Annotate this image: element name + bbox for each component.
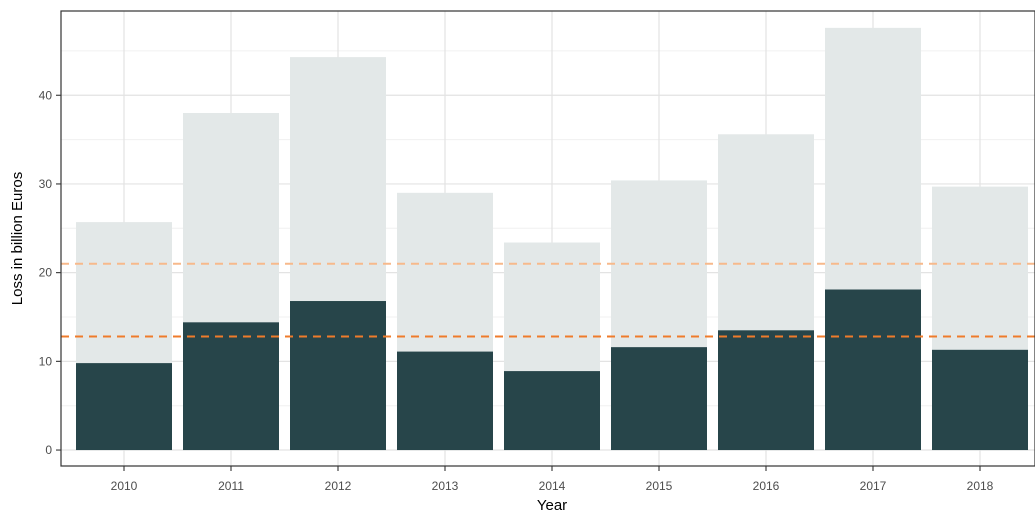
- y-axis: 0 10 20 30 40: [39, 88, 61, 457]
- bars-part: [76, 289, 1028, 451]
- x-axis-title: Year: [537, 497, 567, 514]
- bar-part: [825, 289, 921, 451]
- bar-part: [504, 371, 600, 451]
- x-tick-label: 2012: [325, 479, 352, 493]
- bar-part: [183, 322, 279, 451]
- x-axis: 2010 2011 2012 2013 2014 2015 2016 2017 2018: [111, 466, 994, 493]
- bar-part: [76, 363, 172, 451]
- bar-part: [932, 349, 1028, 451]
- x-tick-label: 2015: [646, 479, 673, 493]
- bar-part: [718, 330, 814, 451]
- x-tick-label: 2016: [753, 479, 780, 493]
- y-tick-label: 0: [45, 443, 52, 457]
- x-tick-label: 2013: [432, 479, 459, 493]
- x-tick-label: 2014: [539, 479, 566, 493]
- bar-part: [290, 301, 386, 451]
- y-tick-label: 30: [39, 177, 53, 191]
- x-tick-label: 2017: [860, 479, 887, 493]
- y-tick-label: 20: [39, 266, 53, 280]
- bar-part: [611, 347, 707, 451]
- x-tick-label: 2011: [218, 479, 244, 493]
- y-tick-label: 40: [39, 88, 53, 102]
- plot-border: [60, 10, 1035, 467]
- y-axis-title: Loss in billion Euros: [9, 172, 26, 305]
- x-tick-label: 2018: [967, 479, 994, 493]
- y-tick-label: 10: [39, 354, 53, 368]
- x-tick-label: 2010: [111, 479, 138, 493]
- bar-part: [397, 351, 493, 451]
